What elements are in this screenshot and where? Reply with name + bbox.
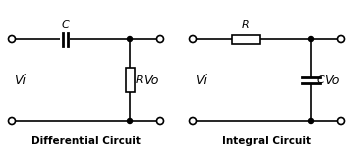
Circle shape <box>156 118 164 125</box>
Text: C: C <box>61 20 69 30</box>
Text: C: C <box>317 75 325 85</box>
Text: Integral Circuit: Integral Circuit <box>223 136 311 146</box>
Text: R: R <box>136 75 144 85</box>
Text: Vi: Vi <box>14 73 26 87</box>
Circle shape <box>308 37 313 42</box>
Circle shape <box>308 118 313 124</box>
Circle shape <box>127 118 132 124</box>
Text: Vo: Vo <box>143 73 158 87</box>
Circle shape <box>337 118 345 125</box>
Circle shape <box>337 35 345 42</box>
Text: Vi: Vi <box>195 73 207 87</box>
Circle shape <box>189 35 197 42</box>
Bar <box>232 35 260 44</box>
Circle shape <box>156 35 164 42</box>
Circle shape <box>8 35 16 42</box>
Circle shape <box>189 118 197 125</box>
Text: R: R <box>242 20 250 30</box>
Text: Vo: Vo <box>324 73 339 87</box>
Text: Differential Circuit: Differential Circuit <box>31 136 141 146</box>
Circle shape <box>8 118 16 125</box>
Bar <box>126 68 135 92</box>
Circle shape <box>127 37 132 42</box>
